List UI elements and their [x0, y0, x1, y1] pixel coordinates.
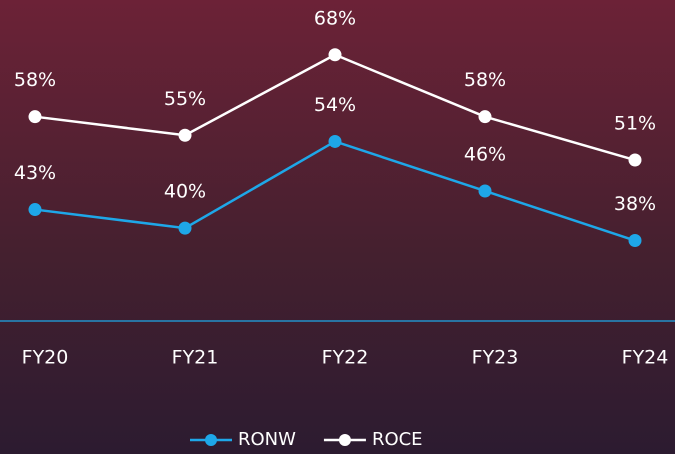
data-point: [28, 203, 42, 217]
data-point: [478, 184, 492, 198]
data-label: 38%: [614, 193, 656, 215]
x-tick-label: FY24: [622, 347, 669, 369]
data-label: 58%: [464, 69, 506, 91]
data-point: [328, 134, 342, 148]
x-tick-label: FY23: [472, 347, 519, 369]
data-label: 40%: [164, 181, 206, 203]
data-point: [478, 110, 492, 124]
data-label: 51%: [614, 113, 656, 135]
data-point: [328, 48, 342, 62]
data-label: 68%: [314, 7, 356, 29]
data-point: [628, 234, 642, 248]
x-tick-label: FY20: [22, 347, 69, 369]
data-point: [28, 110, 42, 124]
legend-label: ROCE: [372, 429, 423, 450]
data-label: 54%: [314, 94, 356, 116]
data-label: 43%: [14, 162, 56, 184]
data-point: [178, 128, 192, 142]
x-tick-label: FY21: [172, 347, 219, 369]
legend-marker: [338, 434, 351, 446]
x-tick-label: FY22: [322, 347, 369, 369]
legend-marker: [205, 434, 217, 446]
data-label: 46%: [464, 143, 506, 165]
data-label: 58%: [14, 69, 56, 91]
data-label: 55%: [164, 88, 206, 110]
data-point: [628, 153, 642, 167]
legend-label: RONW: [238, 429, 296, 450]
data-point: [178, 221, 192, 235]
